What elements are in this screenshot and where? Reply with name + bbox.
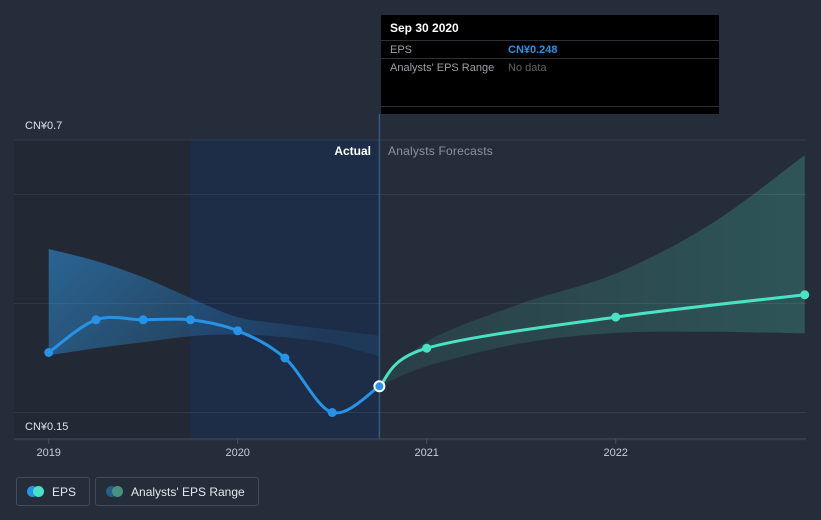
eps-legend-icon — [27, 486, 44, 497]
legend-chip-eps[interactable]: EPS — [16, 477, 91, 506]
eps-point[interactable] — [91, 315, 101, 325]
actual-section-label: Actual — [334, 144, 371, 158]
legend-chip-eps-range-label: Analysts' EPS Range — [131, 484, 245, 499]
x-tick-label-2021: 2021 — [414, 447, 438, 459]
selected-eps-point[interactable] — [373, 380, 386, 393]
chart-legend: EPS Analysts' EPS Range — [16, 477, 259, 506]
tooltip-range-value: No data — [508, 62, 547, 74]
tooltip-footer-divider — [381, 106, 719, 107]
forecast-point[interactable] — [800, 290, 810, 300]
legend-chip-eps-label: EPS — [52, 484, 77, 499]
tooltip-eps-value: CN¥0.248 — [508, 44, 558, 56]
x-tick-label-2019: 2019 — [36, 447, 60, 459]
y-axis-label-top: CN¥0.7 — [25, 120, 63, 132]
forecast-point[interactable] — [611, 312, 621, 322]
tooltip-range-label: Analysts' EPS Range — [390, 62, 495, 74]
last-year-highlight-band — [190, 140, 380, 439]
tooltip: Sep 30 2020 EPS CN¥0.248 Analysts' EPS R… — [381, 15, 719, 114]
tooltip-row-eps: EPS CN¥0.248 — [381, 40, 719, 58]
eps-point[interactable] — [280, 353, 290, 363]
eps-point[interactable] — [233, 326, 243, 336]
tooltip-eps-label: EPS — [390, 44, 413, 56]
analysts-eps-range-forecast-band — [379, 155, 805, 387]
eps-point[interactable] — [138, 315, 148, 325]
eps-point[interactable] — [44, 348, 54, 357]
forecast-eps-line — [378, 293, 805, 388]
legend-chip-eps-range[interactable]: Analysts' EPS Range — [95, 477, 259, 506]
eps-range-legend-icon — [106, 486, 124, 497]
analysts-eps-range-past-band — [48, 249, 380, 357]
range-dot-blue — [106, 486, 118, 497]
actual-eps-line — [47, 315, 381, 415]
x-tick-label-2020: 2020 — [225, 447, 249, 459]
range-dot-teal — [112, 486, 124, 497]
forecast-point[interactable] — [422, 343, 432, 353]
y-axis-label-bottom: CN¥0.15 — [25, 421, 69, 433]
eps-point[interactable] — [327, 408, 337, 417]
forecast-section-label: Analysts Forecasts — [388, 144, 493, 158]
eps-dot-blue — [27, 486, 38, 497]
eps-point[interactable] — [185, 315, 195, 325]
eps-dot-teal — [33, 486, 44, 497]
tooltip-date: Sep 30 2020 — [390, 21, 459, 35]
x-tick-label-2022: 2022 — [603, 447, 627, 459]
tooltip-row-range: Analysts' EPS Range No data — [381, 58, 719, 76]
